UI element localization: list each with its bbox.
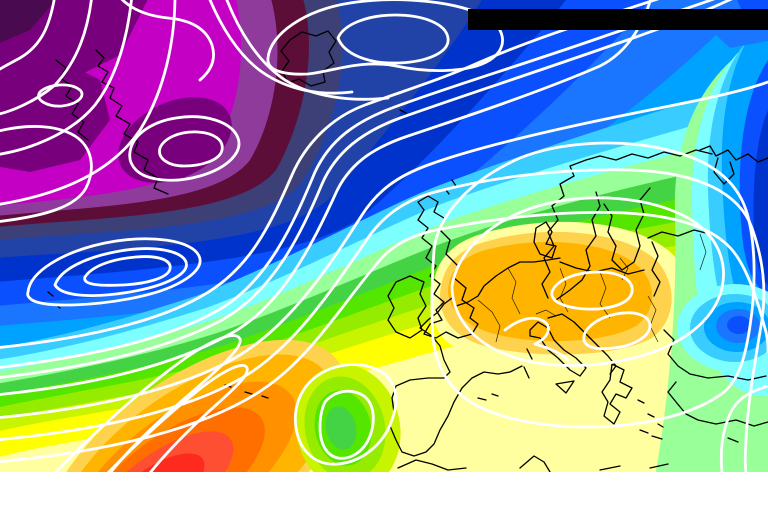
isobars bbox=[0, 0, 768, 472]
model-run-bar bbox=[468, 9, 768, 30]
coastlines bbox=[47, 30, 768, 472]
footer-bar bbox=[0, 472, 768, 512]
weather-map bbox=[0, 0, 768, 472]
